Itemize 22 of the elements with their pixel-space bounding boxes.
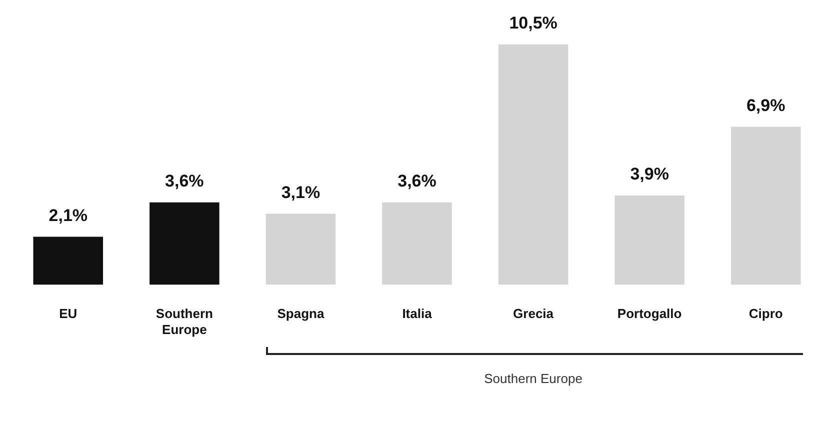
bar [33,236,104,285]
data-label: 2,1% [48,206,88,225]
text: Southern Europe [483,370,584,386]
data-label: 10,5% [509,14,558,33]
bar [266,214,336,285]
x-tick-label: Italia [402,306,433,322]
x-tick-label: Grecia [513,306,554,322]
x-tick-label: Spagna [277,306,325,322]
data-label: 3,1% [281,182,320,202]
data-label: 3,6% [398,172,436,191]
x-tick-label: Cipro [748,306,783,322]
x-tick-label: EU [59,306,78,322]
data-label: 6,9% [746,96,786,115]
x-tick-label: Southern Europe [156,306,214,337]
bar [730,126,801,285]
bar [150,202,220,285]
data-label: 3,9% [630,164,669,184]
bar [498,44,568,285]
bar [614,195,684,285]
x-tick-label: Portogallo [617,306,682,322]
bar [382,202,452,285]
data-label: 3,6% [165,172,204,191]
